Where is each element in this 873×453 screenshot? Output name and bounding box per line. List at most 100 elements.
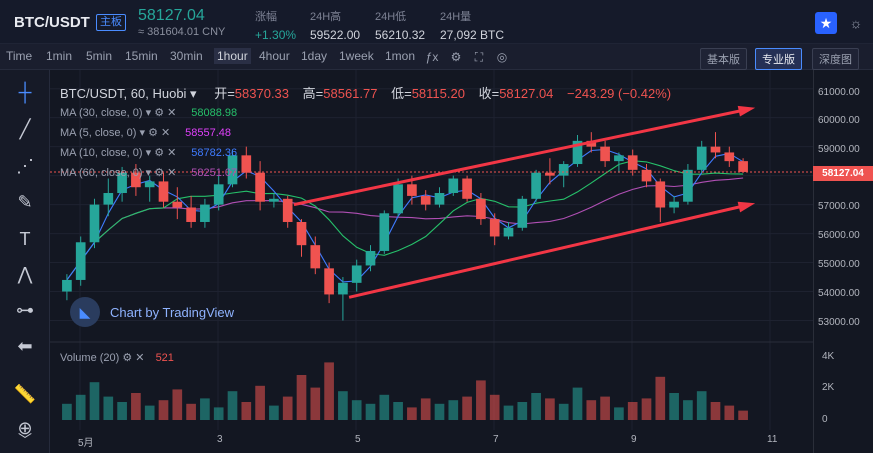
version-basic[interactable]: 基本版 <box>700 48 747 70</box>
candle-body <box>448 178 459 194</box>
favorite-star-icon[interactable]: ★ <box>815 12 837 34</box>
volume-bar <box>213 407 224 420</box>
volume-bar <box>489 394 500 420</box>
fullscreen-icon[interactable]: ⛶ <box>474 49 484 64</box>
timeframe-1week[interactable]: 1week <box>339 49 374 63</box>
timeframe-1hour[interactable]: 1hour <box>214 48 251 64</box>
candle-body <box>338 282 348 295</box>
ma-label: MA (10, close, 0) <box>60 147 143 159</box>
tradingview-watermark[interactable]: ◣ Chart by TradingView <box>70 297 234 327</box>
candle-body <box>503 227 514 237</box>
timeframe-time[interactable]: Time <box>6 49 33 63</box>
trendline-tool-icon[interactable]: ╱ <box>19 118 31 139</box>
stat-24h-volume: 24H量 27,092 BTC <box>440 8 504 42</box>
timeframe-15min[interactable]: 15min <box>125 49 158 63</box>
volume-bar <box>434 403 445 420</box>
last-price: 58127.04 <box>138 7 205 24</box>
volume-bar <box>338 391 348 420</box>
timeframe-5min[interactable]: 5min <box>86 49 113 63</box>
candle-body <box>351 265 362 283</box>
timeframe-1min[interactable]: 1min <box>46 49 73 63</box>
theme-toggle-icon[interactable]: ☼ <box>849 15 863 31</box>
crosshair-icon[interactable]: ┼ <box>18 81 32 102</box>
timeframe-4hour[interactable]: 4hour <box>259 49 290 63</box>
volume-label: Volume (20) <box>60 352 120 364</box>
volume-bar <box>448 400 459 420</box>
price-tick: 60000.00 <box>818 115 860 126</box>
candle-body <box>62 279 72 292</box>
ma-settings-icon[interactable]: ⚙ ✕ <box>148 127 171 139</box>
volume-bar <box>379 394 390 420</box>
ma-settings-icon[interactable]: ⚙ ✕ <box>154 167 177 179</box>
volume-bar <box>724 405 735 420</box>
chevron-down-icon[interactable]: ﹀ <box>18 432 32 448</box>
candle-body <box>572 140 583 165</box>
measure-tool-icon[interactable]: ⊶ <box>16 299 34 320</box>
fib-tool-icon[interactable]: ⋰ <box>16 155 34 176</box>
ma-legend-5[interactable]: MA (5, close, 0) ▾ ⚙ ✕ 58557.48 <box>60 127 232 139</box>
volume-bar <box>738 410 748 420</box>
candlestick-chart[interactable] <box>50 70 813 453</box>
zoom-in-icon[interactable]: ⊕ <box>17 417 33 438</box>
ma-settings-icon[interactable]: ⚙ ✕ <box>154 147 177 159</box>
ma-legend-60[interactable]: MA (60, close, 0) ▾ ⚙ ✕ 58251.07 <box>60 167 238 179</box>
volume-bar <box>75 394 86 420</box>
candle-body <box>103 193 114 205</box>
ma-label: MA (30, close, 0) <box>60 107 143 119</box>
version-depth[interactable]: 深度图 <box>812 48 859 70</box>
candle-body <box>365 250 376 266</box>
volume-tick: 0 <box>822 414 828 425</box>
ruler-icon[interactable]: 📏 <box>13 383 37 404</box>
price-tick: 54000.00 <box>818 288 860 299</box>
price-tick: 61000.00 <box>818 87 860 98</box>
candle-body <box>517 198 528 228</box>
settings-gear-icon[interactable]: ⚙ <box>450 50 462 64</box>
legend-symbol[interactable]: BTC/USDT, 60, Huobi <box>60 86 187 101</box>
pair-name[interactable]: BTC/USDT <box>14 14 90 31</box>
screenshot-icon[interactable]: ◎ <box>496 50 508 64</box>
volume-bar <box>655 376 666 420</box>
candle-body <box>186 207 196 222</box>
trendline-arrow-2 <box>348 203 750 299</box>
volume-bar <box>683 400 693 420</box>
volume-tick: 2K <box>822 382 835 393</box>
ma-settings-icon[interactable]: ⚙ ✕ <box>154 107 177 119</box>
volume-bar <box>365 403 376 420</box>
volume-legend[interactable]: Volume (20) ⚙ ✕ 521 <box>60 352 174 364</box>
timeframe-1day[interactable]: 1day <box>301 49 328 63</box>
timeframe-1mon[interactable]: 1mon <box>385 49 416 63</box>
price-tick: 55000.00 <box>818 259 860 270</box>
timeframe-30min[interactable]: 30min <box>170 49 203 63</box>
stat-label: 涨幅 <box>255 11 277 23</box>
ma-legend-10[interactable]: MA (10, close, 0) ▾ ⚙ ✕ 58782.36 <box>60 147 238 159</box>
volume-bar <box>144 405 155 420</box>
back-arrow-icon[interactable]: ⬅ <box>17 335 33 356</box>
stat-value: 59522.00 <box>310 28 361 42</box>
volume-bar <box>462 396 472 420</box>
volume-bar <box>476 380 486 420</box>
ma-legend-30[interactable]: MA (30, close, 0) ▾ ⚙ ✕ 58088.98 <box>60 107 238 119</box>
volume-bar <box>572 387 583 420</box>
candle-body <box>255 172 265 202</box>
candle-body <box>545 172 555 176</box>
text-tool-icon[interactable]: T <box>19 228 31 249</box>
trendline-arrow-1 <box>293 107 750 207</box>
candle-body <box>558 164 569 176</box>
stat-label: 24H量 <box>440 11 472 23</box>
candle-body <box>476 198 486 220</box>
brush-tool-icon[interactable]: ✎ <box>17 191 33 212</box>
pattern-tool-icon[interactable]: ⋀ <box>17 263 33 284</box>
volume-bar <box>420 398 431 420</box>
legend-dropdown-icon[interactable]: ▾ <box>186 86 197 101</box>
version-pro[interactable]: 专业版 <box>755 48 802 70</box>
candle-body <box>434 193 445 205</box>
volume-bar <box>641 398 652 420</box>
volume-bar <box>558 403 569 420</box>
price-axis[interactable] <box>813 70 873 453</box>
ma-value: 58251.07 <box>191 167 238 179</box>
price-tick: 56000.00 <box>818 230 860 241</box>
indicators-icon[interactable]: ƒx <box>425 50 439 64</box>
volume-bar <box>89 382 100 420</box>
volume-bar <box>393 402 403 420</box>
volume-bar <box>531 393 541 420</box>
